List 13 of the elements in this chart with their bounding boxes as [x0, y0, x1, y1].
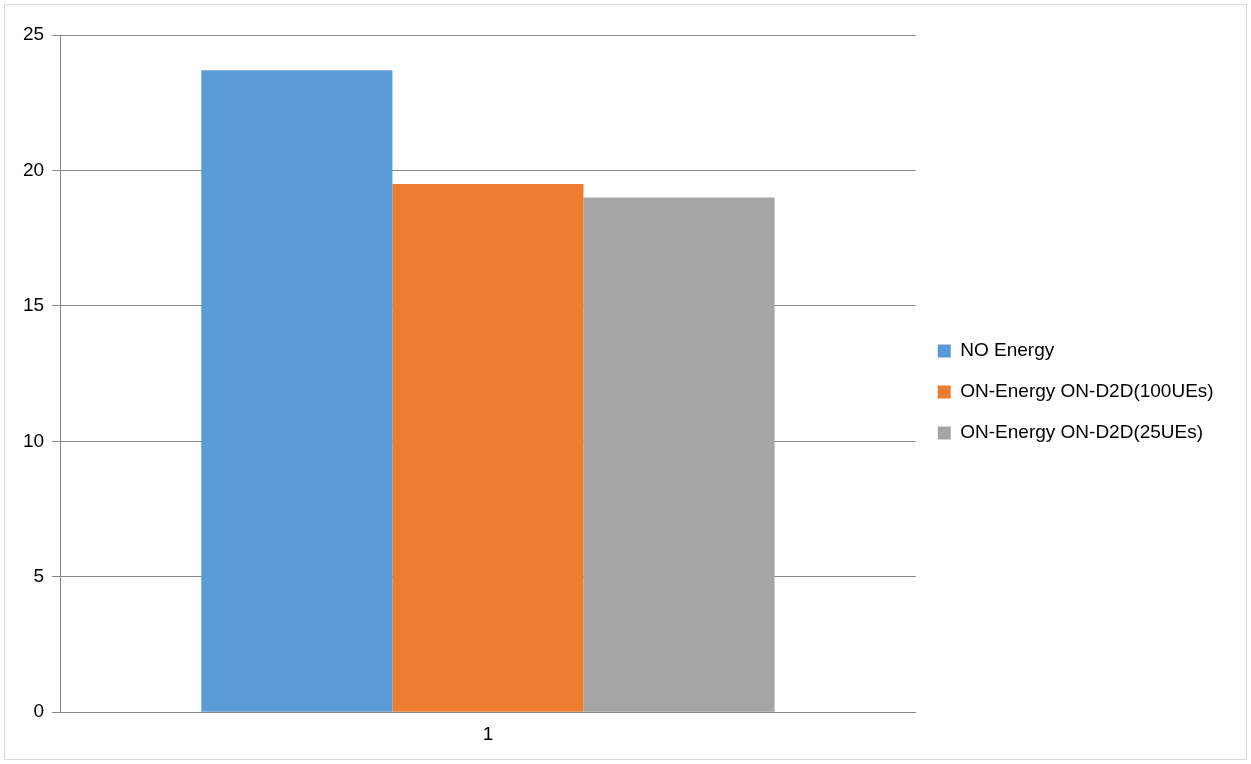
y-tick-label: 20	[22, 158, 45, 180]
y-tick-label: 0	[33, 700, 45, 722]
bar	[392, 183, 584, 712]
y-tick-label: 5	[33, 564, 45, 586]
legend-label: NO Energy	[960, 339, 1055, 361]
y-tick-label: 10	[22, 429, 45, 451]
bar	[583, 197, 775, 712]
legend-label: ON-Energy ON-D2D(100UEs)	[960, 380, 1214, 402]
y-tick-label: 15	[22, 294, 45, 316]
legend-label: ON-Energy ON-D2D(25UEs)	[960, 421, 1204, 443]
x-tick-label: 1	[482, 722, 494, 744]
bar	[201, 70, 393, 712]
y-tick-label: 25	[22, 23, 45, 45]
